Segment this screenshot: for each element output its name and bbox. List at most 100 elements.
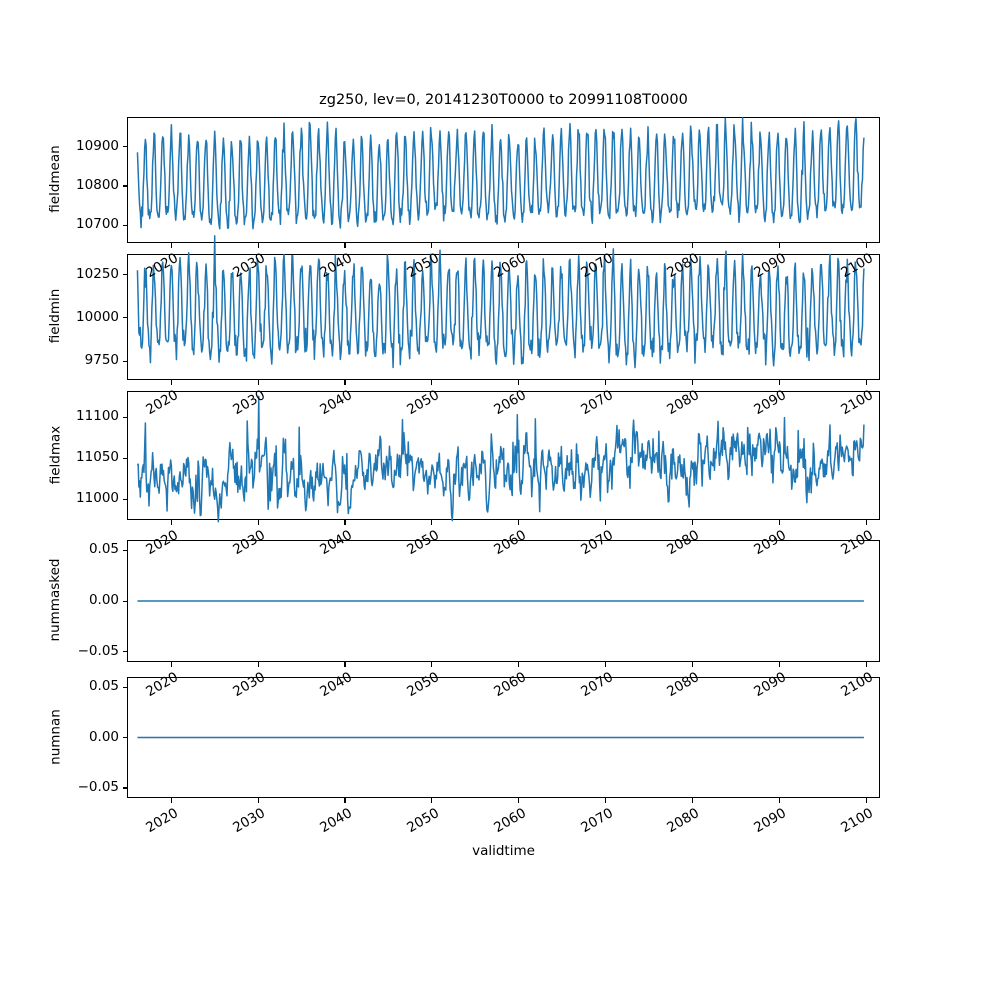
y-tick-label: 0.05 (88, 541, 119, 558)
y-axis-label-fieldmin: fieldmin (47, 288, 63, 344)
x-tick-mark (605, 798, 607, 803)
series-line-fieldmean (136, 117, 865, 230)
x-tick-mark (691, 243, 693, 248)
y-tick-label: 0.00 (88, 592, 119, 608)
x-tick-mark (691, 798, 693, 803)
x-tick-mark (865, 520, 867, 525)
x-tick-label: 2070 (577, 805, 616, 837)
y-tick-mark (122, 651, 127, 653)
x-tick-mark (431, 798, 433, 803)
x-tick-mark (170, 798, 172, 803)
x-tick-mark (778, 243, 780, 248)
y-axis-label-numnan: numnan (47, 708, 63, 765)
y-tick-label: 10800 (76, 176, 119, 193)
x-tick-mark (170, 520, 172, 525)
x-tick-mark (344, 520, 346, 525)
x-tick-mark (170, 243, 172, 248)
x-tick-mark (431, 243, 433, 248)
y-tick-mark (122, 737, 127, 739)
plot-area-fieldmax (136, 395, 865, 523)
y-tick-label: 10900 (76, 137, 119, 154)
y-axis-label-nummasked: nummasked (47, 558, 63, 642)
x-axis-label: validtime (472, 843, 535, 859)
x-tick-mark (257, 520, 259, 525)
y-tick-label: 11050 (76, 449, 119, 466)
x-tick-mark (691, 520, 693, 525)
y-tick-label: 10000 (76, 308, 119, 325)
x-tick-mark (778, 662, 780, 667)
y-tick-label: 10250 (76, 265, 119, 282)
x-tick-label: 2090 (751, 805, 790, 837)
y-tick-mark (122, 185, 127, 187)
x-tick-mark (691, 380, 693, 385)
y-tick-mark (122, 416, 127, 418)
x-tick-mark (518, 380, 520, 385)
x-tick-mark (605, 243, 607, 248)
x-tick-label: 2080 (664, 805, 703, 837)
y-axis-label-fieldmean: fieldmean (47, 145, 63, 213)
x-tick-mark (344, 243, 346, 248)
x-tick-mark (431, 662, 433, 667)
x-tick-mark (865, 380, 867, 385)
x-tick-mark (431, 520, 433, 525)
y-tick-mark (122, 224, 127, 226)
x-tick-mark (691, 662, 693, 667)
plot-area-nummasked (137, 600, 864, 602)
y-tick-mark (122, 360, 127, 362)
x-tick-mark (344, 662, 346, 667)
x-tick-mark (518, 520, 520, 525)
x-tick-mark (257, 243, 259, 248)
x-tick-mark (865, 798, 867, 803)
y-tick-label: 0.00 (88, 728, 119, 745)
x-tick-mark (344, 798, 346, 803)
x-tick-mark (865, 662, 867, 667)
x-tick-mark (518, 798, 520, 803)
x-tick-label: 2040 (317, 805, 355, 837)
x-tick-mark (605, 662, 607, 667)
y-tick-mark (122, 600, 127, 602)
plot-area-fieldmin (136, 235, 865, 369)
y-tick-label: 11100 (76, 408, 119, 425)
y-tick-mark (122, 457, 127, 459)
page-title: zg250, lev=0, 20141230T0000 to 20991108T… (319, 92, 688, 108)
x-tick-mark (257, 662, 259, 667)
x-tick-label: 2100 (838, 805, 877, 837)
y-axis-label-fieldmax: fieldmax (47, 425, 63, 484)
x-tick-label: 2060 (490, 805, 529, 837)
y-tick-label: −0.05 (77, 642, 119, 659)
y-tick-label: 0.05 (88, 678, 119, 695)
y-tick-mark (122, 274, 127, 276)
x-tick-mark (778, 798, 780, 803)
x-tick-label: 2030 (230, 805, 269, 837)
subplot-numnan (127, 677, 880, 798)
y-tick-mark (122, 146, 127, 148)
x-tick-label: 2050 (404, 805, 442, 837)
series-line-fieldmin (136, 235, 865, 369)
y-tick-label: 10700 (76, 216, 119, 233)
x-tick-mark (518, 243, 520, 248)
plot-area-numnan (137, 736, 864, 739)
series-line-fieldmax (136, 395, 865, 523)
y-tick-mark (122, 787, 127, 789)
y-tick-mark (122, 549, 127, 551)
x-tick-mark (257, 380, 259, 385)
x-tick-mark (344, 380, 346, 385)
x-tick-mark (778, 380, 780, 385)
x-tick-mark (170, 662, 172, 667)
y-tick-mark (122, 686, 127, 688)
subplot-fieldmax (127, 391, 880, 523)
x-tick-mark (431, 380, 433, 385)
x-tick-label: 2020 (143, 805, 182, 837)
x-tick-mark (605, 380, 607, 385)
x-tick-mark (170, 380, 172, 385)
subplot-fieldmin (127, 235, 880, 380)
x-tick-mark (605, 520, 607, 525)
x-tick-mark (518, 662, 520, 667)
y-tick-label: 11000 (76, 490, 119, 507)
y-tick-mark (122, 317, 127, 319)
y-tick-label: 9750 (84, 352, 119, 368)
x-tick-mark (865, 243, 867, 248)
subplot-nummasked (127, 540, 880, 662)
subplot-fieldmean (127, 117, 880, 243)
x-tick-mark (257, 798, 259, 803)
